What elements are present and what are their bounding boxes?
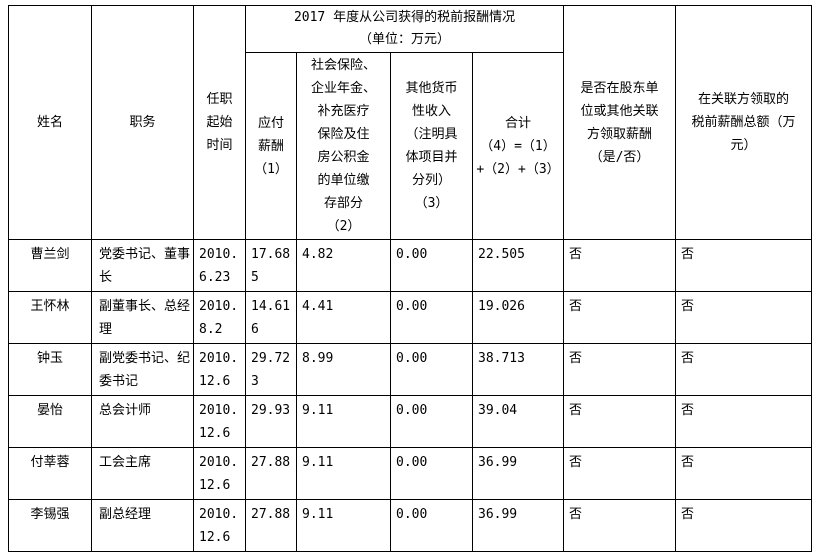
cell-related-total: 否	[675, 239, 813, 292]
cell-total: 36.99	[471, 447, 565, 500]
cell-total: 39.04	[471, 395, 565, 448]
cell-shareholder-pay: 否	[563, 499, 677, 552]
cell-name: 付莘蓉	[8, 447, 92, 500]
header-other-income: 其他货币 性收入 （注明具 体项目并 分列） （3）	[390, 52, 473, 240]
cell-position: 副党委书记、纪委书记	[91, 343, 194, 396]
cell-name: 王怀林	[8, 291, 92, 344]
cell-salary: 17.685	[245, 239, 297, 292]
cell-salary: 29.93	[245, 395, 297, 448]
cell-salary: 14.616	[245, 291, 297, 344]
cell-related-total: 否	[675, 291, 813, 344]
table-row: 李锡强 副总经理 2010.12.6 27.88 9.11 0.00 36.99…	[8, 499, 813, 552]
cell-position: 副董事长、总经理	[91, 291, 194, 344]
cell-related-total: 否	[675, 447, 813, 500]
cell-start-date: 2010.12.6	[193, 447, 246, 500]
cell-related-total: 否	[675, 343, 813, 396]
cell-insurance: 9.11	[296, 395, 391, 448]
header-salary: 应付 薪酬 （1）	[245, 52, 297, 240]
table-row: 钟玉 副党委书记、纪委书记 2010.12.6 29.723 8.99 0.00…	[8, 343, 813, 396]
cell-name: 钟玉	[8, 343, 92, 396]
compensation-table: 姓名 职务 任职 起始 时间 2017 年度从公司获得的税前报酬情况 （单位：万…	[8, 5, 813, 552]
cell-name: 李锡强	[8, 499, 92, 552]
cell-name: 晏怡	[8, 395, 92, 448]
cell-name: 曹兰剑	[8, 239, 92, 292]
cell-salary: 27.88	[245, 499, 297, 552]
cell-position: 工会主席	[91, 447, 194, 500]
cell-other-income: 0.00	[390, 395, 473, 448]
cell-start-date: 2010.8.2	[193, 291, 246, 344]
header-total: 合计 （4）=（1） +（2）+（3）	[471, 52, 565, 240]
cell-total: 36.99	[471, 499, 565, 552]
cell-other-income: 0.00	[390, 239, 473, 292]
cell-other-income: 0.00	[390, 447, 473, 500]
header-position: 职务	[91, 5, 194, 240]
cell-total: 22.505	[471, 239, 565, 292]
cell-salary: 27.88	[245, 447, 297, 500]
cell-related-total: 否	[675, 395, 813, 448]
cell-related-total: 否	[675, 499, 813, 552]
header-start-date: 任职 起始 时间	[193, 5, 246, 240]
cell-other-income: 0.00	[390, 343, 473, 396]
header-2017-compensation: 2017 年度从公司获得的税前报酬情况 （单位：万元）	[244, 5, 565, 53]
cell-insurance: 9.11	[296, 447, 391, 500]
table-row: 付莘蓉 工会主席 2010.12.6 27.88 9.11 0.00 36.99…	[8, 447, 813, 500]
header-insurance: 社会保险、 企业年金、 补充医疗 保险及住 房公积金 的单位缴 存部分 （2）	[296, 52, 391, 240]
table-row: 晏怡 总会计师 2010.12.6 29.93 9.11 0.00 39.04 …	[8, 395, 813, 448]
cell-total: 38.713	[471, 343, 565, 396]
cell-start-date: 2010.12.6	[193, 395, 246, 448]
cell-insurance: 9.11	[296, 499, 391, 552]
cell-other-income: 0.00	[390, 499, 473, 552]
cell-total: 19.026	[471, 291, 565, 344]
cell-insurance: 4.41	[296, 291, 391, 344]
document-page: 姓名 职务 任职 起始 时间 2017 年度从公司获得的税前报酬情况 （单位：万…	[8, 5, 813, 552]
cell-shareholder-pay: 否	[563, 291, 677, 344]
cell-insurance: 4.82	[296, 239, 391, 292]
table-row: 曹兰剑 党委书记、董事长 2010.6.23 17.685 4.82 0.00 …	[8, 239, 813, 292]
header-shareholder-pay: 是否在股东单 位或其他关联 方领取薪酬 （是/否）	[563, 5, 677, 240]
cell-position: 副总经理	[91, 499, 194, 552]
cell-salary: 29.723	[245, 343, 297, 396]
cell-shareholder-pay: 否	[563, 447, 677, 500]
cell-insurance: 8.99	[296, 343, 391, 396]
cell-position: 总会计师	[91, 395, 194, 448]
cell-position: 党委书记、董事长	[91, 239, 194, 292]
header-name: 姓名	[8, 5, 92, 240]
cell-start-date: 2010.6.23	[193, 239, 246, 292]
cell-start-date: 2010.12.6	[193, 343, 246, 396]
cell-shareholder-pay: 否	[563, 395, 677, 448]
cell-shareholder-pay: 否	[563, 239, 677, 292]
cell-other-income: 0.00	[390, 291, 473, 344]
cell-shareholder-pay: 否	[563, 343, 677, 396]
table-row: 王怀林 副董事长、总经理 2010.8.2 14.616 4.41 0.00 1…	[8, 291, 813, 344]
header-related-total: 在关联方领取的 税前薪酬总额（万 元）	[675, 5, 813, 240]
cell-start-date: 2010.12.6	[193, 499, 246, 552]
